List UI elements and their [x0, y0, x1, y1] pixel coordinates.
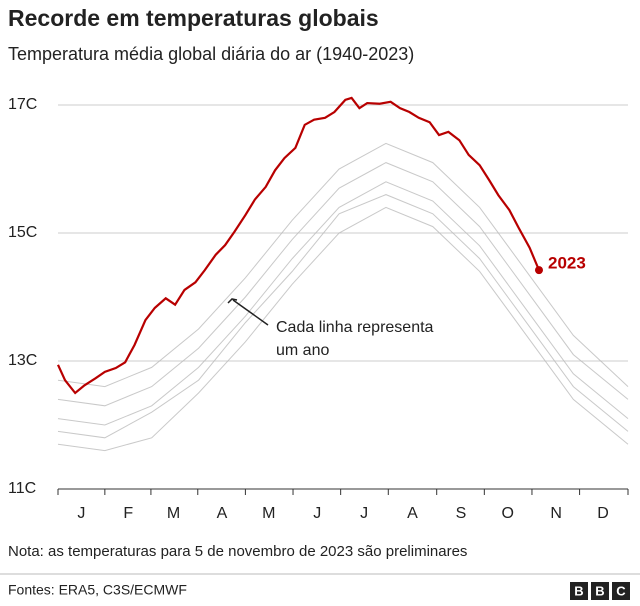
bbc-logo: B B C: [570, 582, 630, 600]
year-line: [57, 206, 629, 452]
note: Nota: as temperaturas para 5 de novembro…: [8, 543, 467, 560]
source: Fontes: ERA5, C3S/ECMWF: [8, 582, 187, 598]
year-line: [57, 194, 629, 439]
series-line: [56, 96, 541, 395]
year-line: [57, 162, 629, 407]
x-tick-label: A: [407, 505, 418, 522]
y-tick-label: 13C: [8, 352, 37, 369]
y-tick-label: 17C: [8, 96, 37, 113]
chart-title: Recorde em temperaturas globais: [8, 5, 379, 31]
svg-text:B: B: [574, 583, 583, 598]
annotation-arrow: [232, 299, 269, 326]
y-tick-label: 15C: [8, 224, 37, 241]
x-tick-label: M: [262, 505, 275, 522]
svg-text:C: C: [616, 583, 626, 598]
svg-text:B: B: [595, 583, 604, 598]
annotation: um ano: [276, 342, 329, 359]
x-tick-label: J: [313, 505, 321, 522]
x-tick-label: N: [550, 505, 562, 522]
annotation: Cada linha representa: [276, 319, 434, 336]
x-tick-label: J: [77, 505, 85, 522]
year-line: [57, 181, 629, 426]
end-point: [534, 266, 543, 275]
series-label: 2023: [548, 254, 586, 273]
y-tick-label: 11C: [8, 480, 36, 497]
plot-area: 11C 13C 15C 17C J F M A M J J A S O N D 2023: [8, 96, 629, 522]
x-tick-label: D: [597, 505, 609, 522]
x-tick-label: F: [123, 505, 133, 522]
x-tick-label: O: [502, 505, 514, 522]
x-tick-label: M: [167, 505, 180, 522]
annotation-arrowhead: [227, 298, 238, 304]
x-tick-label: A: [217, 505, 228, 522]
year-line: [57, 142, 629, 388]
chart-subtitle: Temperatura média global diária do ar (1…: [8, 44, 414, 64]
x-tick-label: J: [360, 505, 368, 522]
x-tick-label: S: [456, 505, 467, 522]
